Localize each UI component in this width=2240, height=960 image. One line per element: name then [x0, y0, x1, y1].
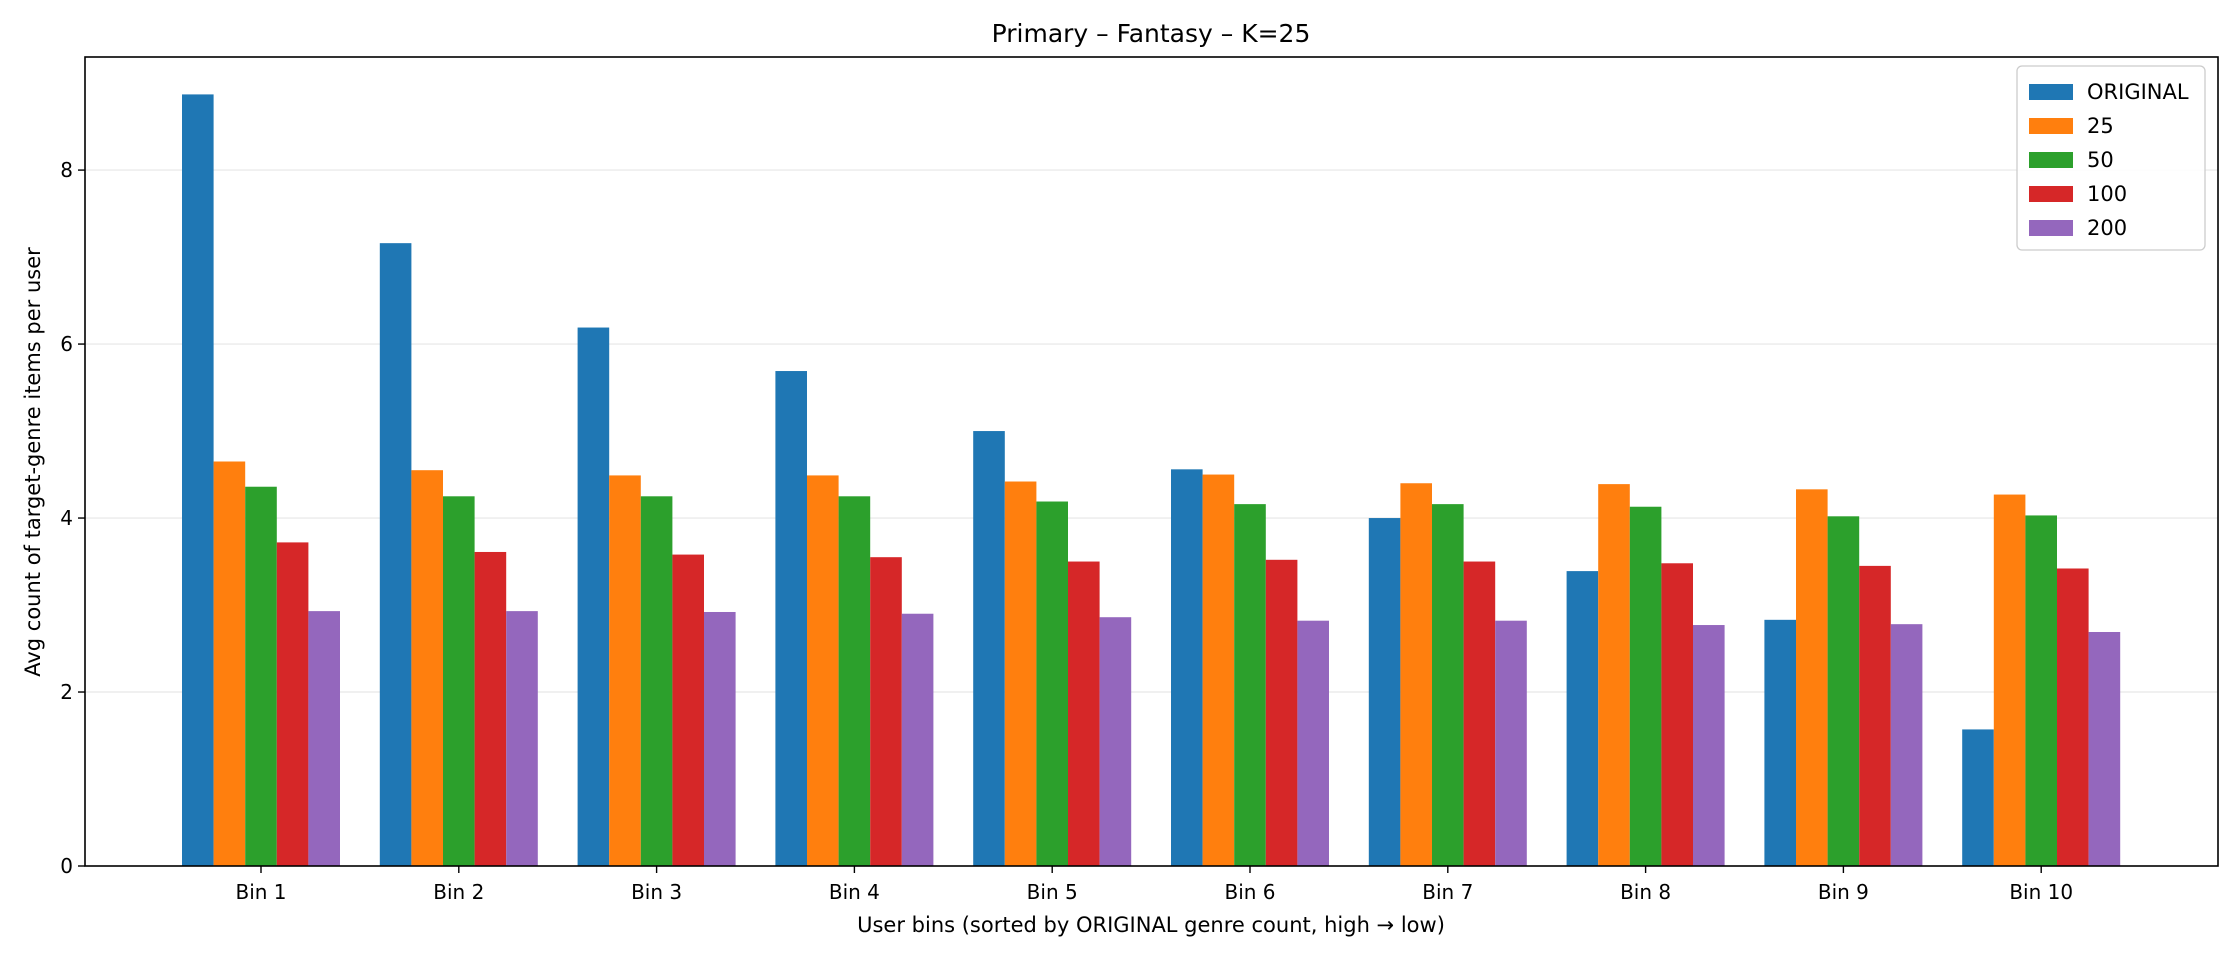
bar-200-bin-1 — [308, 611, 340, 866]
legend-label: 50 — [2087, 148, 2114, 172]
bar-50-bin-5 — [1036, 501, 1068, 866]
bar-200-bin-6 — [1297, 620, 1329, 866]
x-axis-label: User bins (sorted by ORIGINAL genre coun… — [857, 913, 1445, 937]
bar-original-bin-2 — [379, 243, 412, 866]
bar-25-bin-4 — [807, 475, 839, 866]
bar-100-bin-2 — [474, 551, 507, 866]
bar-25-bin-7 — [1400, 483, 1432, 866]
legend: ORIGINAL 25 50 100 200 — [2016, 65, 2206, 251]
bar-100-bin-6 — [1265, 559, 1298, 866]
bar-200-bin-4 — [901, 613, 934, 866]
bar-50-bin-1 — [245, 486, 277, 866]
y-tick-label: 8 — [60, 158, 73, 182]
y-axis: 0 2 4 6 8 — [60, 158, 85, 878]
x-tick-label: Bin 7 — [1422, 880, 1473, 904]
x-tick-label: Bin 4 — [829, 880, 880, 904]
bar-original-bin-8 — [1566, 571, 1599, 866]
bar-100-bin-1 — [276, 542, 309, 866]
bar-50-bin-10 — [2025, 515, 2057, 866]
x-tick-label: Bin 6 — [1224, 880, 1275, 904]
bar-50-bin-8 — [1629, 506, 1662, 866]
bar-200-bin-10 — [2088, 631, 2121, 866]
bar-200-bin-9 — [1890, 624, 1923, 866]
y-tick-label: 0 — [60, 854, 73, 878]
legend-swatch — [2029, 152, 2073, 168]
bar-50-bin-2 — [443, 496, 475, 866]
bar-25-bin-9 — [1796, 489, 1828, 866]
legend-swatch — [2029, 84, 2073, 100]
x-tick-label: Bin 3 — [631, 880, 682, 904]
x-tick-label: Bin 10 — [2009, 880, 2073, 904]
bar-original-bin-10 — [1962, 729, 1994, 866]
bar-100-bin-8 — [1661, 563, 1693, 866]
x-axis: Bin 1 Bin 2 Bin 3 Bin 4 Bin 5 Bin 6 Bin 7 Bin 8… — [235, 866, 2073, 904]
bar-25-bin-10 — [1993, 494, 2026, 866]
bar-200-bin-7 — [1495, 620, 1527, 866]
bar-25-bin-8 — [1598, 484, 1630, 866]
legend-box — [2016, 65, 2206, 251]
legend-label: 100 — [2087, 182, 2127, 206]
bar-100-bin-7 — [1463, 561, 1496, 866]
bar-50-bin-3 — [640, 496, 673, 866]
x-tick-label: Bin 5 — [1027, 880, 1078, 904]
bar-100-bin-10 — [2057, 568, 2089, 866]
legend-swatch — [2029, 186, 2073, 202]
plot-frame — [84, 56, 2219, 867]
x-tick-label: Bin 8 — [1620, 880, 1671, 904]
x-tick-label: Bin 2 — [433, 880, 484, 904]
legend-swatch — [2029, 220, 2073, 236]
bar-50-bin-6 — [1234, 504, 1266, 866]
bar-original-bin-9 — [1764, 619, 1796, 866]
y-tick-label: 4 — [60, 506, 73, 530]
bar-25-bin-6 — [1202, 474, 1235, 866]
legend-swatch — [2029, 118, 2073, 134]
bar-100-bin-9 — [1859, 565, 1891, 866]
bar-100-bin-4 — [870, 557, 902, 866]
bar-50-bin-7 — [1432, 504, 1464, 866]
chart-title: Primary – Fantasy – K=25 — [992, 19, 1311, 48]
x-tick-label: Bin 9 — [1818, 880, 1869, 904]
bar-200-bin-5 — [1099, 617, 1132, 866]
bar-original-bin-1 — [182, 94, 214, 866]
y-tick-label: 6 — [60, 332, 73, 356]
bars — [182, 94, 2121, 866]
bar-200-bin-8 — [1693, 625, 1725, 866]
bar-100-bin-5 — [1068, 561, 1100, 866]
bar-original-bin-3 — [577, 327, 610, 866]
bar-200-bin-2 — [506, 611, 538, 866]
bar-25-bin-2 — [411, 470, 443, 866]
bar-original-bin-6 — [1171, 469, 1203, 866]
bar-25-bin-1 — [213, 461, 246, 866]
bar-25-bin-3 — [609, 475, 641, 866]
bar-50-bin-9 — [1827, 516, 1860, 866]
bar-original-bin-7 — [1368, 518, 1401, 866]
bar-original-bin-5 — [973, 431, 1005, 866]
bar-25-bin-5 — [1004, 481, 1037, 866]
bar-50-bin-4 — [838, 496, 871, 866]
bar-200-bin-3 — [704, 611, 736, 866]
legend-label: 200 — [2087, 216, 2127, 240]
bar-100-bin-3 — [672, 554, 704, 866]
x-tick-label: Bin 1 — [235, 880, 286, 904]
legend-label: 25 — [2087, 114, 2114, 138]
y-tick-label: 2 — [60, 680, 73, 704]
y-axis-label: Avg count of target-genre items per user — [21, 247, 45, 677]
bar-original-bin-4 — [775, 371, 807, 866]
legend-label: ORIGINAL — [2087, 80, 2189, 104]
